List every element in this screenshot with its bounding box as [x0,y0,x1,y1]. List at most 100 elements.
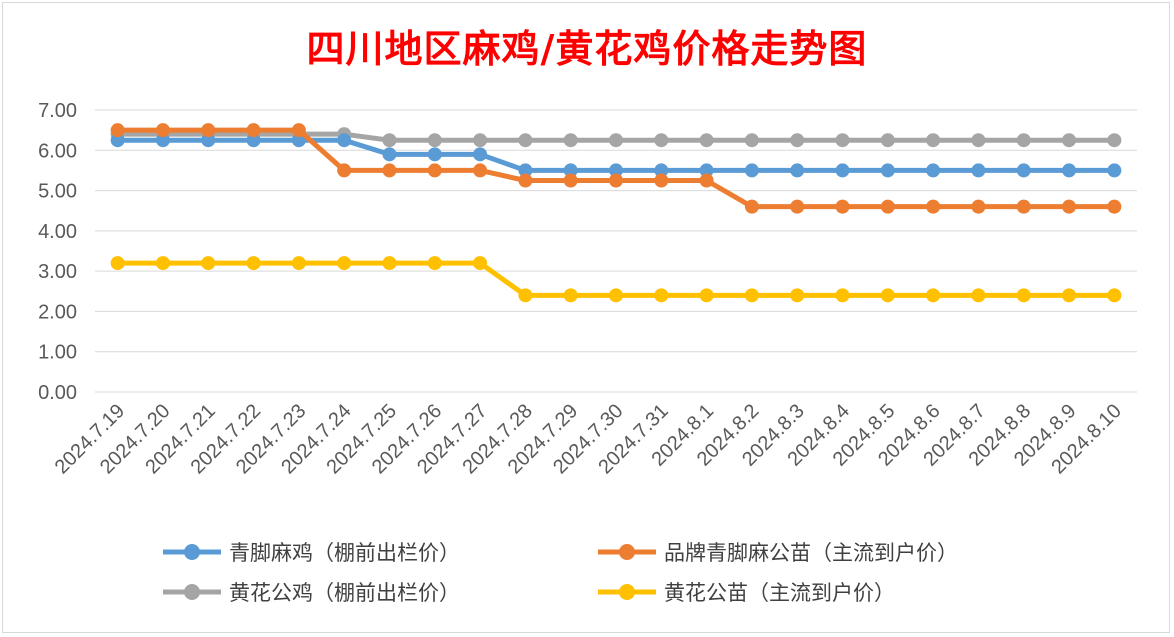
data-point [427,163,442,178]
data-point [1062,133,1077,148]
series-lines [110,123,1122,303]
data-point [382,256,397,271]
data-point [1016,199,1031,214]
data-point [1107,199,1122,214]
data-point [699,288,714,303]
chart-title: 四川地区麻鸡/黄花鸡价格走势图 [306,26,868,71]
data-point [201,133,216,148]
data-point [699,163,714,178]
data-point [155,123,170,138]
data-point [654,288,669,303]
data-point [880,288,895,303]
data-point [1016,133,1031,148]
data-point [654,173,669,188]
x-axis-ticks: 2024.7.192024.7.202024.7.212024.7.222024… [51,400,1126,478]
data-point [155,133,170,148]
y-axis-ticks: 0.00 1.00 2.00 3.00 4.00 5.00 6.00 7.00 [38,100,77,404]
data-point [880,163,895,178]
legend-label: 黄花公苗（主流到户价） [664,581,895,605]
data-point [337,256,352,271]
data-point [609,173,623,188]
y-tick-label: 5.00 [38,181,77,203]
legend-label: 青脚麻鸡（棚前出栏价） [229,541,460,565]
data-point [744,288,759,303]
data-point [337,163,352,178]
data-point [382,147,397,162]
gridlines [95,109,1137,393]
legend-label: 黄花公鸡（棚前出栏价） [229,581,460,605]
data-point [835,163,850,178]
data-point [926,288,941,303]
data-point [835,133,850,148]
data-point [835,288,850,303]
data-point [518,288,533,303]
data-point [155,256,170,271]
data-point [971,133,986,148]
data-point [971,288,986,303]
data-point [1107,288,1122,303]
data-point [246,133,261,148]
data-point [609,288,623,303]
data-point [291,133,306,148]
data-point [382,163,397,178]
data-point [201,256,216,271]
data-point [563,173,578,188]
legend-item: 青脚麻鸡（棚前出栏价） [163,541,460,565]
data-point [744,133,759,148]
data-point [201,123,216,138]
data-point [790,163,805,178]
data-point [518,163,533,178]
series-1 [110,123,1122,214]
data-point [654,163,669,178]
data-point [790,133,805,148]
legend-marker [184,544,200,560]
data-point [518,133,533,148]
data-point [835,199,850,214]
data-point [110,123,125,138]
data-point [427,133,442,148]
data-point [744,199,759,214]
data-point [1062,288,1077,303]
legend-marker [619,584,635,600]
data-point [609,163,623,178]
data-point [880,199,895,214]
legend-marker [619,544,635,560]
y-tick-label: 6.00 [38,140,77,162]
data-point [790,199,805,214]
data-point [699,173,714,188]
data-point [1062,163,1077,178]
data-point [1107,133,1122,148]
data-point [609,133,623,148]
data-point [518,173,533,188]
data-point [473,163,488,178]
data-point [1107,163,1122,178]
y-tick-label: 7.00 [38,100,77,122]
data-point [880,133,895,148]
data-point [926,199,941,214]
data-point [473,133,488,148]
y-tick-label: 2.00 [38,301,77,323]
data-point [473,147,488,162]
data-point [427,147,442,162]
data-point [337,133,352,148]
legend-item: 黄花公苗（主流到户价） [598,581,895,605]
data-point [971,199,986,214]
data-point [563,163,578,178]
data-point [110,256,125,271]
data-point [291,123,306,138]
data-point [563,133,578,148]
data-point [1016,288,1031,303]
data-point [744,163,759,178]
data-point [473,256,488,271]
data-point [1016,163,1031,178]
data-point [790,288,805,303]
legend-marker [184,584,200,600]
y-tick-label: 0.00 [38,382,77,404]
data-point [563,288,578,303]
data-point [110,133,125,148]
data-point [926,163,941,178]
data-point [654,133,669,148]
y-tick-label: 1.00 [38,342,77,364]
series-3 [110,256,1122,303]
